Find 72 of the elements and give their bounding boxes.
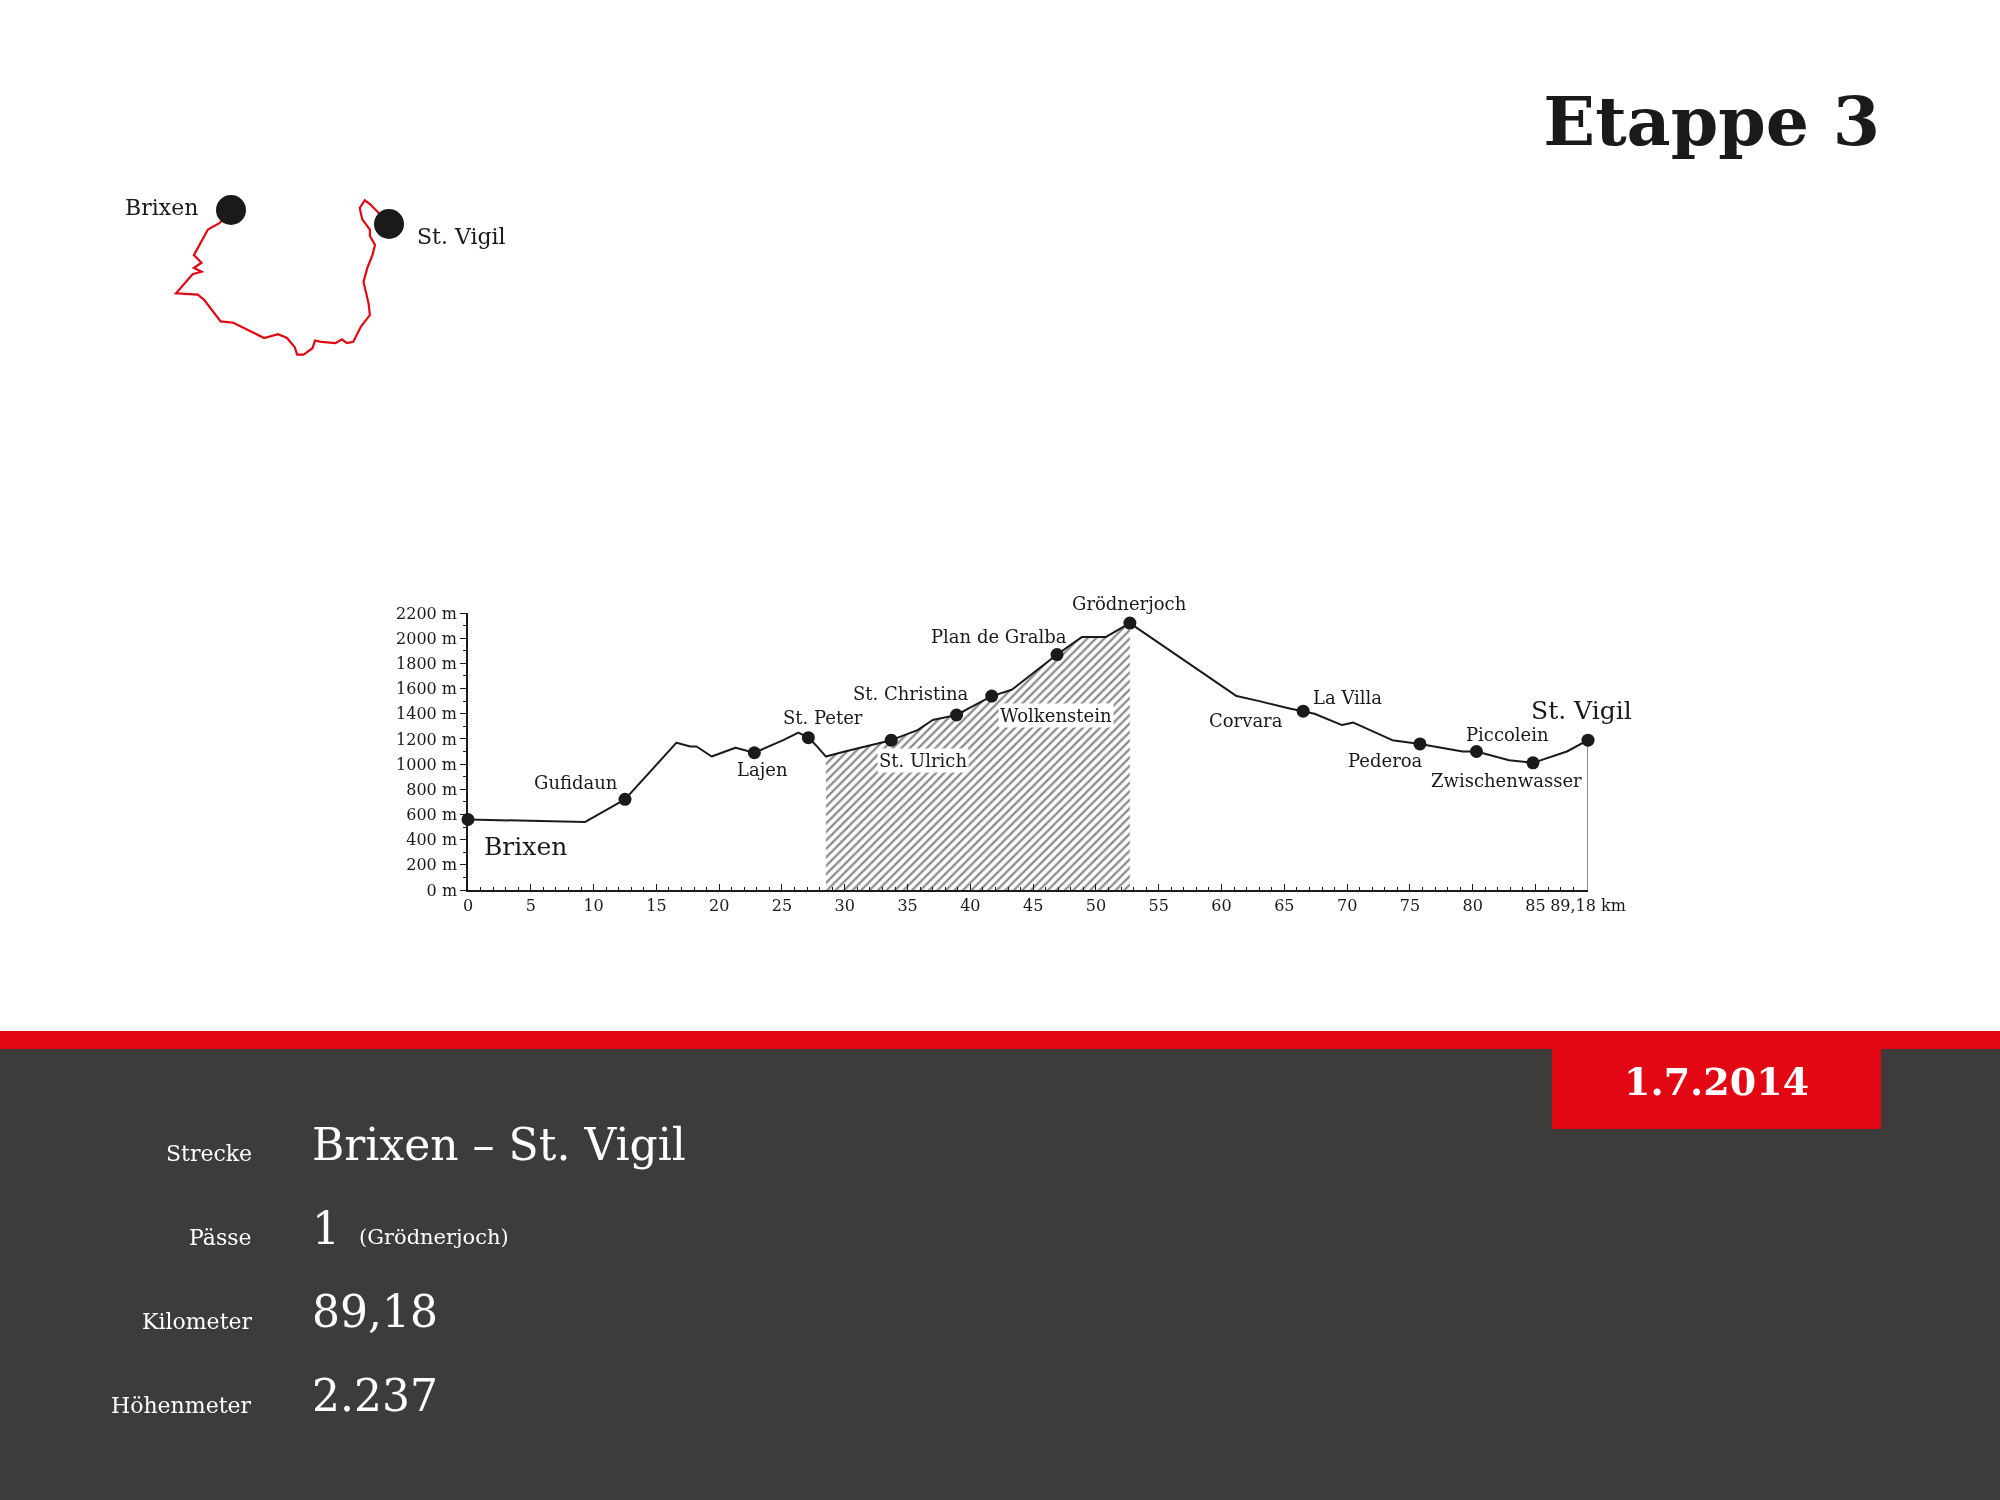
point bbox=[985, 689, 999, 703]
text: 1.7.2014 bbox=[1624, 1059, 1810, 1104]
x-tick-label: 35 bbox=[897, 895, 918, 915]
y-tick-label: 600 m bbox=[406, 805, 458, 825]
point bbox=[618, 792, 632, 806]
point bbox=[950, 708, 964, 722]
text: (Grödnerjoch) bbox=[359, 1225, 509, 1249]
annotation: La Villa bbox=[1313, 687, 1383, 708]
text: Brixen bbox=[125, 195, 199, 220]
y-tick-label: 200 m bbox=[406, 855, 458, 875]
x-tick-label: 5 bbox=[525, 895, 536, 915]
annotation: Gufidaun bbox=[534, 772, 618, 793]
y-tick-label: 800 m bbox=[406, 779, 458, 799]
annotation: St. Ulrich bbox=[879, 750, 968, 771]
point bbox=[1581, 733, 1595, 747]
annotation: Plan de Gralba bbox=[931, 626, 1067, 647]
text: Pässe bbox=[189, 1225, 252, 1250]
x-tick-label: 65 bbox=[1274, 895, 1295, 915]
point bbox=[1469, 745, 1483, 758]
x-tick-label: 20 bbox=[709, 895, 730, 915]
text: Brixen – St. Vigil bbox=[312, 1119, 686, 1170]
y-tick-label: 1200 m bbox=[396, 729, 458, 749]
annotation: Piccolein bbox=[1466, 724, 1550, 745]
x-tick-label: 0 bbox=[462, 895, 474, 915]
annotation: Lajen bbox=[737, 759, 788, 780]
x-tick-label: 89,18 km bbox=[1550, 895, 1626, 915]
point bbox=[1413, 737, 1427, 751]
annotation: St. Peter bbox=[783, 707, 863, 728]
y-tick-label: 2000 m bbox=[396, 628, 458, 648]
text: Höhenmeter bbox=[111, 1393, 252, 1418]
point bbox=[747, 746, 761, 760]
text: Strecke bbox=[166, 1141, 253, 1166]
x-tick-label: 85 bbox=[1525, 895, 1546, 915]
x-tick-label: 25 bbox=[771, 895, 793, 915]
text: 2.237 bbox=[312, 1370, 438, 1421]
x-tick-label: 75 bbox=[1399, 895, 1421, 915]
y-tick-label: 0 m bbox=[426, 880, 458, 900]
annotation: St. Vigil bbox=[1531, 696, 1632, 725]
annotation: Corvara bbox=[1209, 710, 1283, 731]
point bbox=[801, 731, 815, 745]
y-tick-label: 400 m bbox=[406, 830, 458, 850]
point bbox=[1050, 648, 1064, 662]
y-tick-label: 1800 m bbox=[396, 653, 458, 673]
x-tick-label: 40 bbox=[960, 895, 981, 915]
x-tick-label: 55 bbox=[1148, 895, 1169, 915]
y-tick-label: 2200 m bbox=[396, 603, 458, 623]
annotation: Wolkenstein bbox=[1000, 705, 1112, 726]
point bbox=[884, 733, 898, 747]
y-tick-label: 1400 m bbox=[396, 704, 458, 724]
annotation: Brixen bbox=[484, 832, 568, 861]
x-tick-label: 60 bbox=[1211, 895, 1232, 915]
x-tick-label: 10 bbox=[583, 895, 604, 915]
point bbox=[1123, 616, 1137, 630]
x-tick-label: 15 bbox=[646, 895, 667, 915]
annotation: St. Christina bbox=[853, 683, 969, 704]
y-tick-label: 1000 m bbox=[396, 754, 458, 774]
y-tick-label: 1600 m bbox=[396, 679, 458, 699]
annotation: Grödnerjoch bbox=[1072, 593, 1187, 614]
point bbox=[1296, 704, 1310, 718]
x-tick-label: 80 bbox=[1462, 895, 1483, 915]
text: 89,18 bbox=[312, 1286, 438, 1337]
point bbox=[1526, 756, 1540, 770]
text: 1 bbox=[312, 1203, 340, 1254]
text: St. Vigil bbox=[417, 224, 506, 249]
x-tick-label: 45 bbox=[1022, 895, 1044, 915]
x-tick-label: 50 bbox=[1085, 895, 1107, 915]
x-tick-label: 70 bbox=[1336, 895, 1358, 915]
text: Kilometer bbox=[142, 1309, 253, 1334]
annotation: Pederoa bbox=[1348, 750, 1423, 771]
chart-title: Etappe 3 bbox=[1543, 80, 1880, 161]
x-tick-label: 30 bbox=[834, 895, 855, 915]
annotation: Zwischenwasser bbox=[1431, 770, 1583, 791]
